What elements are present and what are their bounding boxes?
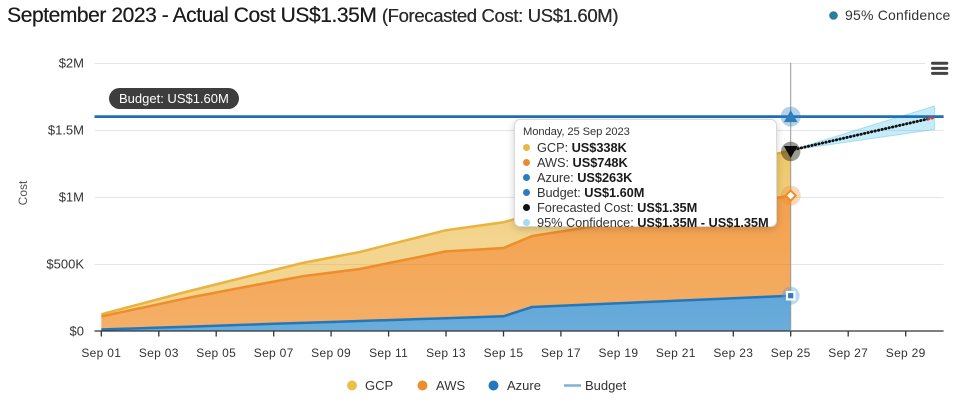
svg-text:Cost: Cost bbox=[16, 180, 30, 205]
svg-text:Sep 07: Sep 07 bbox=[254, 346, 294, 360]
svg-text:Sep 27: Sep 27 bbox=[828, 346, 868, 360]
svg-text:$500K: $500K bbox=[46, 256, 84, 271]
svg-text:$2M: $2M bbox=[59, 55, 84, 70]
svg-text:Sep 17: Sep 17 bbox=[541, 346, 581, 360]
svg-text:AWS: AWS bbox=[436, 378, 465, 393]
svg-text:Sep 21: Sep 21 bbox=[656, 346, 696, 360]
svg-text:Sep 03: Sep 03 bbox=[139, 346, 179, 360]
svg-text:Sep 09: Sep 09 bbox=[311, 346, 351, 360]
svg-text:Sep 23: Sep 23 bbox=[713, 346, 753, 360]
svg-text:Sep 11: Sep 11 bbox=[369, 346, 408, 360]
svg-text:GCP: GCP bbox=[365, 378, 393, 393]
svg-text:Sep 25: Sep 25 bbox=[771, 346, 811, 360]
svg-text:Azure: Azure bbox=[507, 378, 541, 393]
svg-text:$0: $0 bbox=[70, 323, 84, 338]
svg-text:Sep 19: Sep 19 bbox=[598, 346, 638, 360]
svg-text:$1.5M: $1.5M bbox=[48, 122, 84, 137]
svg-text:95% Confidence: 95% Confidence bbox=[845, 7, 951, 23]
svg-text:Budget: Budget bbox=[585, 378, 627, 393]
svg-text:Sep 05: Sep 05 bbox=[196, 346, 236, 360]
svg-text:Sep 01: Sep 01 bbox=[81, 346, 121, 360]
svg-text:$1M: $1M bbox=[59, 189, 84, 204]
svg-text:Sep 13: Sep 13 bbox=[426, 346, 466, 360]
svg-text:Sep 29: Sep 29 bbox=[886, 346, 926, 360]
svg-text:Sep 15: Sep 15 bbox=[484, 346, 524, 360]
